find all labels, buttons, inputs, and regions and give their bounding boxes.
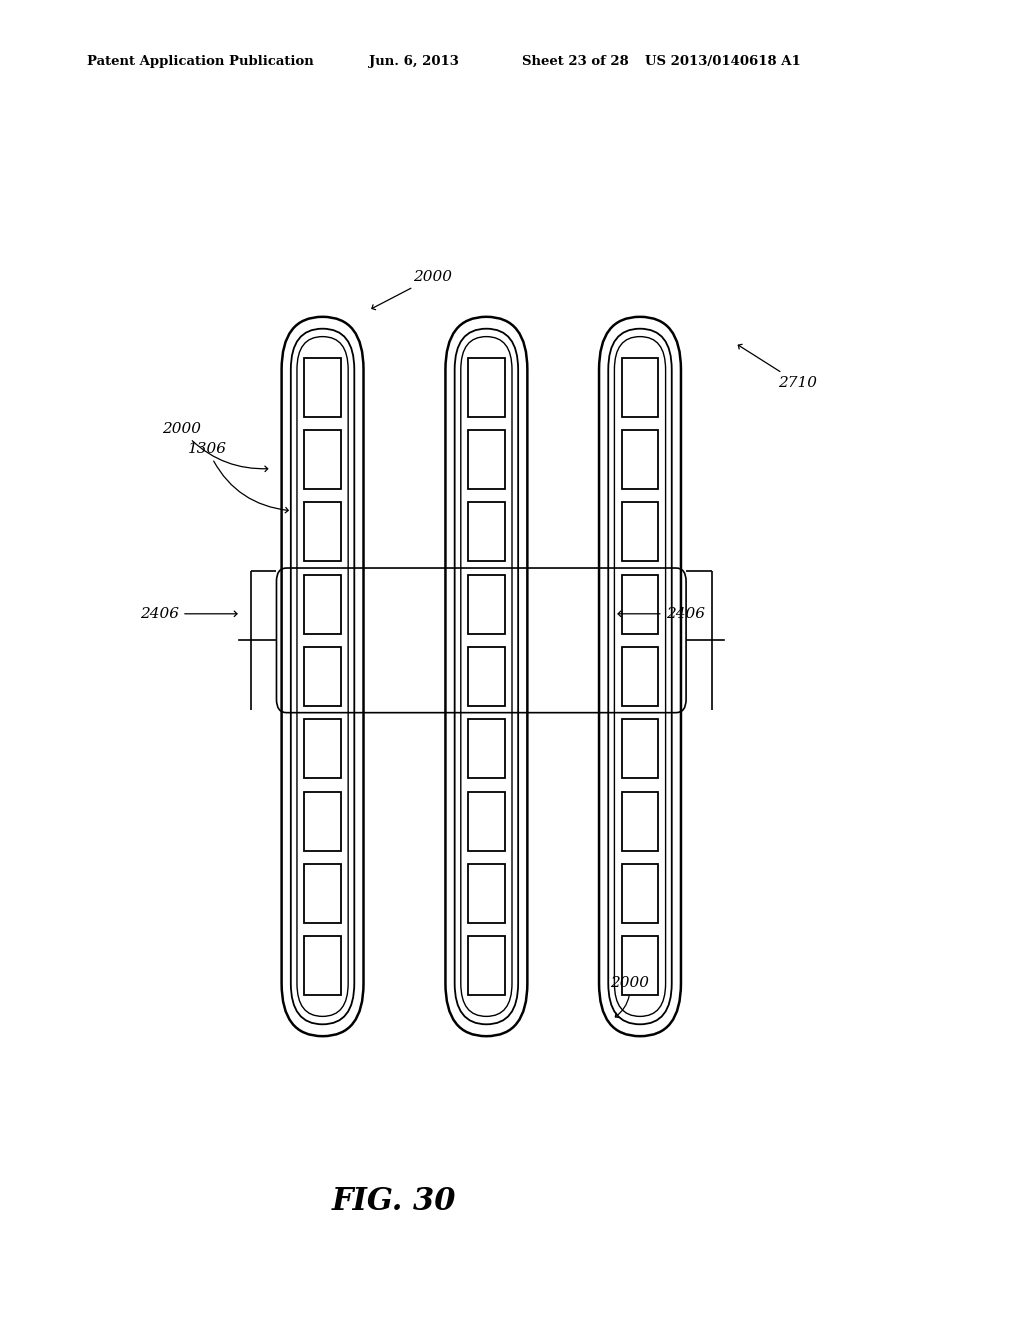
Bar xyxy=(622,792,658,851)
Bar xyxy=(304,358,341,417)
Text: US 2013/0140618 A1: US 2013/0140618 A1 xyxy=(645,55,801,69)
Bar xyxy=(468,358,505,417)
Bar xyxy=(468,719,505,779)
Bar xyxy=(622,647,658,706)
Bar xyxy=(468,502,505,561)
Bar xyxy=(304,719,341,779)
Text: Patent Application Publication: Patent Application Publication xyxy=(87,55,313,69)
Bar xyxy=(622,502,658,561)
Text: 2710: 2710 xyxy=(738,345,817,389)
Text: 2406: 2406 xyxy=(140,607,237,620)
Bar xyxy=(622,574,658,634)
Bar xyxy=(468,792,505,851)
Text: FIG. 30: FIG. 30 xyxy=(332,1187,457,1217)
FancyBboxPatch shape xyxy=(282,317,364,1036)
Text: Jun. 6, 2013: Jun. 6, 2013 xyxy=(369,55,459,69)
Text: 2406: 2406 xyxy=(618,607,705,620)
Text: 2000: 2000 xyxy=(162,422,267,471)
Bar xyxy=(468,647,505,706)
Bar xyxy=(304,574,341,634)
Bar xyxy=(304,647,341,706)
FancyBboxPatch shape xyxy=(445,317,527,1036)
Bar xyxy=(304,792,341,851)
Text: 2000: 2000 xyxy=(610,977,649,1018)
Bar xyxy=(622,358,658,417)
Text: 2000: 2000 xyxy=(372,271,452,310)
Bar xyxy=(304,502,341,561)
Bar xyxy=(468,574,505,634)
Bar xyxy=(304,936,341,995)
Bar xyxy=(468,936,505,995)
Bar xyxy=(622,936,658,995)
Bar xyxy=(622,430,658,490)
Bar xyxy=(304,430,341,490)
Bar xyxy=(622,863,658,923)
Bar xyxy=(622,719,658,779)
FancyBboxPatch shape xyxy=(599,317,681,1036)
Bar xyxy=(468,430,505,490)
Text: Sheet 23 of 28: Sheet 23 of 28 xyxy=(522,55,629,69)
Bar xyxy=(304,863,341,923)
Bar xyxy=(468,863,505,923)
Text: 1306: 1306 xyxy=(188,442,288,513)
